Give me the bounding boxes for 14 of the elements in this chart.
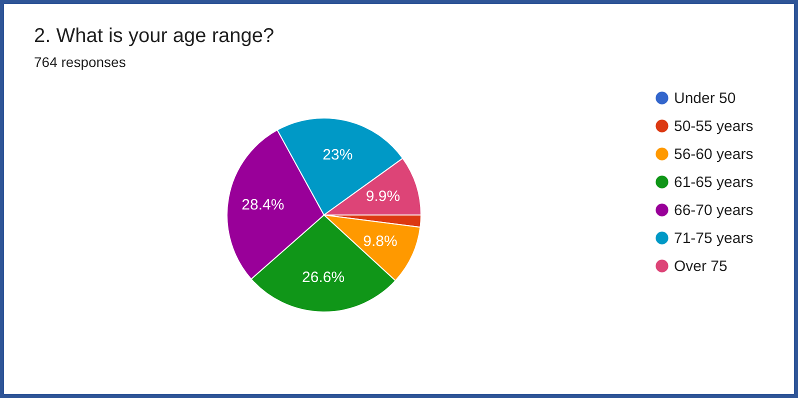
- legend-label: 71-75 years: [674, 230, 754, 247]
- chart-title: 2. What is your age range?: [34, 25, 274, 47]
- data-label: 26.6%: [302, 268, 345, 286]
- data-label: 28.4%: [242, 196, 284, 214]
- data-label: 9.8%: [363, 233, 398, 250]
- legend-label: 61-65 years: [674, 174, 754, 191]
- text: 764 responses: [34, 54, 126, 70]
- data-label: 9.9%: [366, 188, 400, 205]
- data-label: 23%: [322, 146, 353, 164]
- legend-label: 56-60 years: [674, 146, 754, 163]
- legend-label: 50-55 years: [674, 118, 754, 135]
- legend-label: Under 50: [674, 90, 736, 107]
- legend-label: 66-70 years: [674, 202, 754, 219]
- legend-label: Over 75: [674, 258, 728, 275]
